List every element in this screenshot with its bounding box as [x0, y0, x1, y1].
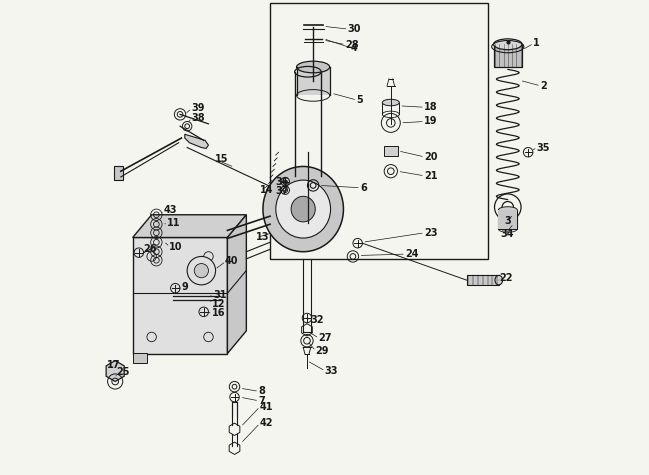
Text: 27: 27	[319, 333, 332, 343]
Polygon shape	[185, 134, 208, 149]
Text: 37: 37	[275, 186, 289, 196]
Text: 29: 29	[315, 346, 328, 356]
Ellipse shape	[495, 276, 502, 285]
Bar	[114, 166, 123, 180]
Text: 34: 34	[500, 228, 514, 239]
Text: 26: 26	[143, 244, 157, 254]
Bar	[467, 276, 499, 285]
Polygon shape	[494, 44, 522, 67]
Text: 1: 1	[533, 38, 539, 48]
Circle shape	[187, 256, 215, 285]
Ellipse shape	[276, 180, 330, 238]
Ellipse shape	[263, 166, 343, 252]
Text: 40: 40	[225, 256, 239, 266]
Text: 21: 21	[424, 171, 437, 181]
Text: 15: 15	[215, 154, 228, 164]
Bar	[132, 352, 147, 363]
Ellipse shape	[498, 207, 517, 213]
Text: 39: 39	[191, 103, 204, 113]
Ellipse shape	[382, 99, 399, 106]
Bar	[270, 3, 488, 259]
Text: 6: 6	[360, 183, 367, 193]
Text: 2: 2	[540, 81, 546, 91]
Text: 19: 19	[424, 116, 437, 126]
Polygon shape	[132, 215, 247, 238]
Bar	[498, 210, 517, 229]
Text: 42: 42	[259, 418, 273, 428]
Text: 30: 30	[348, 24, 361, 34]
Ellipse shape	[291, 196, 315, 222]
Text: 35: 35	[537, 142, 550, 152]
Text: 13: 13	[256, 232, 269, 243]
Text: 12: 12	[212, 299, 225, 309]
Text: 43: 43	[164, 205, 177, 215]
Ellipse shape	[494, 39, 522, 50]
Bar	[498, 210, 517, 229]
Text: 14: 14	[260, 185, 273, 195]
Text: 16: 16	[212, 308, 225, 318]
Text: 20: 20	[424, 152, 437, 162]
Bar	[297, 67, 330, 95]
Text: 36: 36	[275, 177, 289, 187]
Text: 41: 41	[259, 401, 273, 411]
Text: 17: 17	[106, 361, 120, 370]
Text: 33: 33	[324, 366, 338, 376]
Text: 31: 31	[214, 290, 227, 300]
Polygon shape	[227, 215, 247, 353]
Text: 38: 38	[191, 113, 204, 123]
Ellipse shape	[297, 61, 330, 73]
Text: 10: 10	[169, 242, 182, 252]
Text: 22: 22	[500, 273, 513, 283]
Text: 7: 7	[258, 396, 265, 406]
Text: 25: 25	[116, 368, 130, 378]
Text: 3: 3	[504, 216, 511, 226]
Text: 18: 18	[424, 102, 437, 112]
Text: 28: 28	[345, 40, 358, 50]
Text: 8: 8	[258, 387, 265, 397]
Text: 4: 4	[350, 43, 358, 53]
Text: 11: 11	[167, 218, 181, 228]
Circle shape	[194, 264, 208, 278]
Text: 24: 24	[405, 249, 419, 259]
Text: 5: 5	[356, 95, 363, 105]
Text: 32: 32	[310, 315, 324, 325]
Bar	[384, 146, 398, 156]
Polygon shape	[106, 361, 124, 381]
Text: 23: 23	[424, 228, 437, 238]
Text: 9: 9	[182, 282, 188, 292]
Bar	[132, 238, 227, 353]
